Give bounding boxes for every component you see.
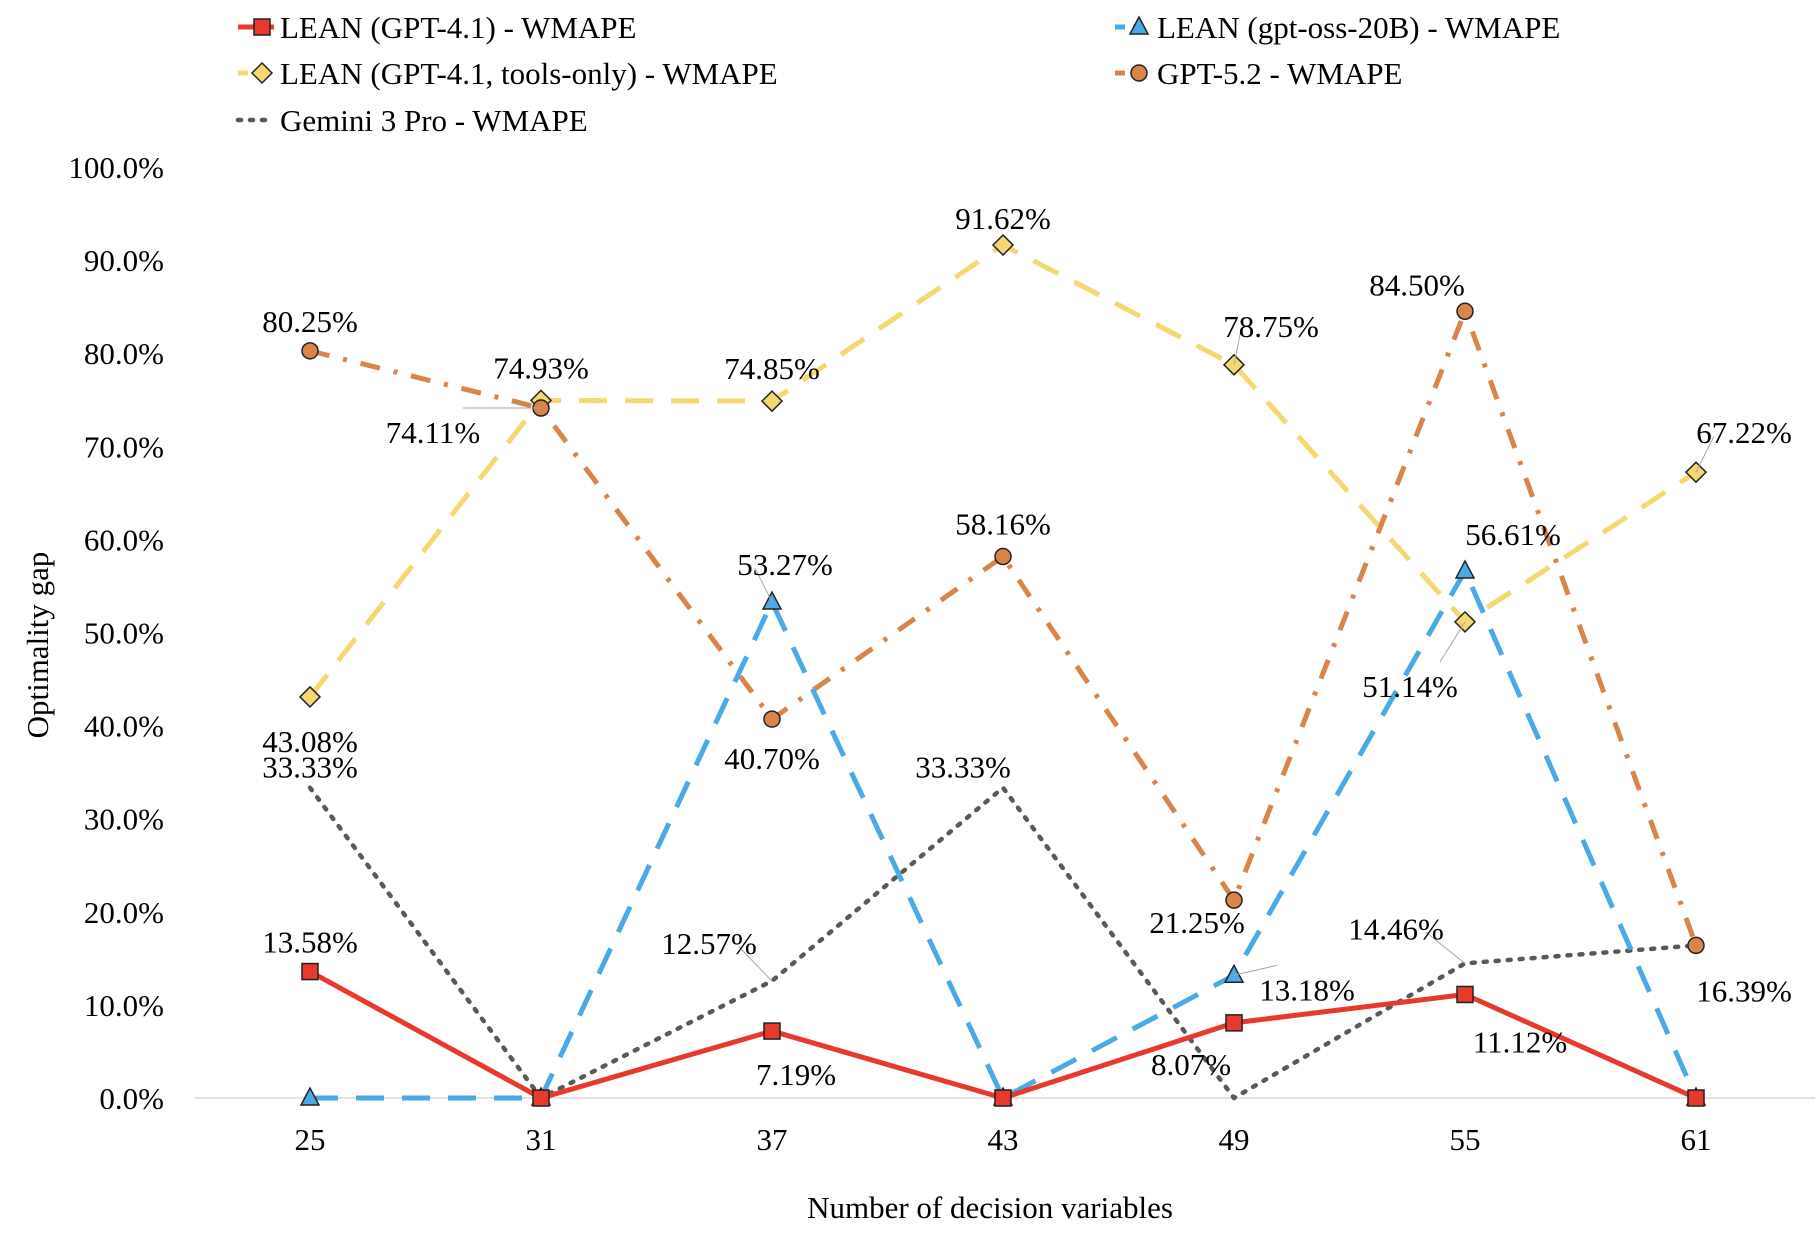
legend-item-lean-gpt-oss-20b-wmape: LEAN (gpt-oss-20B) - WMAPE — [1115, 10, 1560, 45]
data-point-lean-gpt-4-1-wmape — [994, 1089, 1012, 1107]
y-tick-label: 60.0% — [84, 522, 164, 557]
x-tick-label: 55 — [1450, 1122, 1481, 1157]
data-point-lean-gpt-4-1-tools-only-wmape — [298, 685, 322, 708]
data-labels: 13.58% 7.19% 8.07% 11.12% 53.27% 13.18% 56.61%… — [262, 201, 1792, 1092]
data-label-leader — [754, 567, 773, 603]
data-label: 14.46% — [1348, 911, 1444, 946]
data-label: 91.62% — [955, 201, 1051, 236]
y-tick-label: 10.0% — [84, 988, 164, 1023]
data-label: 16.39% — [1696, 973, 1792, 1008]
series-line-gpt-5-2-wmape — [309, 308, 1699, 947]
data-label: 33.33% — [915, 750, 1011, 785]
data-point-gpt-5-2-wmape — [1225, 891, 1243, 909]
x-tick-label: 31 — [526, 1122, 557, 1157]
data-label: 58.16% — [955, 507, 1051, 542]
y-tick-label: 70.0% — [84, 429, 164, 464]
x-tick-label: 43 — [988, 1122, 1019, 1157]
legend-item-lean-gpt-4-1-wmape: LEAN (GPT-4.1) - WMAPE — [238, 10, 637, 45]
data-label: 13.18% — [1259, 972, 1355, 1007]
x-tick-label: 49 — [1219, 1122, 1250, 1157]
legend-item-gemini-3-pro-wmape: Gemini 3 Pro - WMAPE — [235, 103, 588, 138]
data-point-lean-gpt-4-1-wmape — [1225, 1014, 1243, 1032]
data-label: 56.61% — [1465, 517, 1561, 552]
data-label: 12.57% — [661, 926, 757, 961]
legend-swatch-marker — [250, 61, 274, 85]
y-tick-label: 90.0% — [84, 243, 164, 278]
data-point-lean-gpt-oss-20b-wmape — [1454, 559, 1476, 579]
data-point-lean-gpt-4-1-tools-only-wmape — [760, 390, 784, 413]
data-label: 53.27% — [737, 547, 833, 582]
x-tick-label: 37 — [757, 1122, 788, 1157]
data-point-gpt-5-2-wmape — [1687, 936, 1705, 955]
y-tick-label: 40.0% — [84, 709, 164, 744]
data-label-leader — [738, 946, 773, 982]
legend-swatch-marker — [1130, 64, 1148, 82]
legend-label: GPT-5.2 - WMAPE — [1157, 56, 1402, 91]
data-label: 80.25% — [262, 304, 358, 339]
data-label-leader — [1439, 621, 1466, 663]
series-line-lean-gpt-oss-20b-wmape — [310, 568, 1699, 1101]
data-label: 74.85% — [724, 351, 820, 386]
data-label-leader — [1233, 964, 1278, 976]
data-point-gpt-5-2-wmape — [763, 710, 781, 728]
x-tick-label: 61 — [1681, 1122, 1712, 1157]
legend-item-gpt-5-2-wmape: GPT-5.2 - WMAPE — [1115, 56, 1402, 91]
data-point-gpt-5-2-wmape — [994, 547, 1012, 566]
y-axis: 0.0% 10.0% 20.0% 30.0% 40.0% 50.0% 60.0% 70.0% 8… — [68, 150, 164, 1116]
data-label: 33.33% — [262, 750, 358, 785]
series-line-lean-gpt-4-1-tools-only-wmape — [308, 242, 1698, 699]
data-point-lean-gpt-4-1-wmape — [1456, 985, 1474, 1004]
data-label: 84.50% — [1369, 267, 1465, 302]
y-tick-label: 0.0% — [99, 1081, 164, 1116]
x-axis: 25 31 37 43 49 55 61 — [195, 1097, 1815, 1157]
data-label: 8.07% — [1151, 1047, 1231, 1082]
data-label: 74.93% — [493, 350, 589, 385]
legend-item-lean-gpt-4-1-tools-only-wmape: LEAN (GPT-4.1, tools-only) - WMAPE — [238, 56, 778, 91]
data-label-leader — [1695, 435, 1715, 473]
data-point-lean-gpt-oss-20b-wmape — [761, 590, 783, 610]
data-label: 11.12% — [1473, 1024, 1567, 1059]
legend-swatch-marker — [1128, 15, 1150, 35]
data-point-gpt-5-2-wmape — [301, 342, 319, 360]
y-tick-label: 20.0% — [84, 895, 164, 930]
legend-label: Gemini 3 Pro - WMAPE — [280, 103, 588, 138]
legend-label: LEAN (GPT-4.1, tools-only) - WMAPE — [280, 56, 778, 91]
legend-label: LEAN (GPT-4.1) - WMAPE — [280, 10, 637, 45]
data-label: 43.08% — [262, 724, 358, 759]
x-axis-title: Number of decision variables — [807, 1190, 1173, 1225]
data-label: 74.11% — [386, 415, 480, 450]
y-tick-label: 100.0% — [68, 150, 164, 185]
data-label: 67.22% — [1696, 415, 1792, 450]
data-label-leader — [1425, 931, 1466, 964]
legend-label: LEAN (gpt-oss-20B) - WMAPE — [1157, 10, 1560, 45]
data-point-gpt-5-2-wmape — [1456, 302, 1474, 321]
data-point-lean-gpt-oss-20b-wmape — [299, 1086, 321, 1106]
data-label: 51.14% — [1362, 669, 1458, 704]
legend: LEAN (GPT-4.1) - WMAPE LEAN (gpt-oss-20B)… — [235, 10, 1560, 138]
x-tick-label: 25 — [295, 1122, 326, 1157]
data-label: 7.19% — [756, 1057, 836, 1092]
data-label: 78.75% — [1223, 309, 1319, 344]
data-point-lean-gpt-4-1-wmape — [763, 1022, 781, 1040]
y-tick-label: 80.0% — [84, 336, 164, 371]
data-label: 21.25% — [1149, 905, 1245, 940]
series-markers — [298, 233, 1708, 1107]
data-label: 40.70% — [724, 741, 820, 776]
data-point-lean-gpt-4-1-tools-only-wmape — [991, 233, 1015, 257]
y-tick-label: 50.0% — [84, 616, 164, 651]
data-label-leader — [1233, 329, 1242, 365]
data-point-lean-gpt-4-1-wmape — [301, 962, 319, 981]
data-point-lean-gpt-4-1-wmape — [1687, 1089, 1705, 1107]
legend-swatch-marker — [253, 18, 271, 36]
y-axis-title: Optimality gap — [20, 552, 55, 739]
y-tick-label: 30.0% — [84, 802, 164, 837]
data-label: 13.58% — [262, 925, 358, 960]
data-point-lean-gpt-4-1-wmape — [532, 1089, 550, 1107]
